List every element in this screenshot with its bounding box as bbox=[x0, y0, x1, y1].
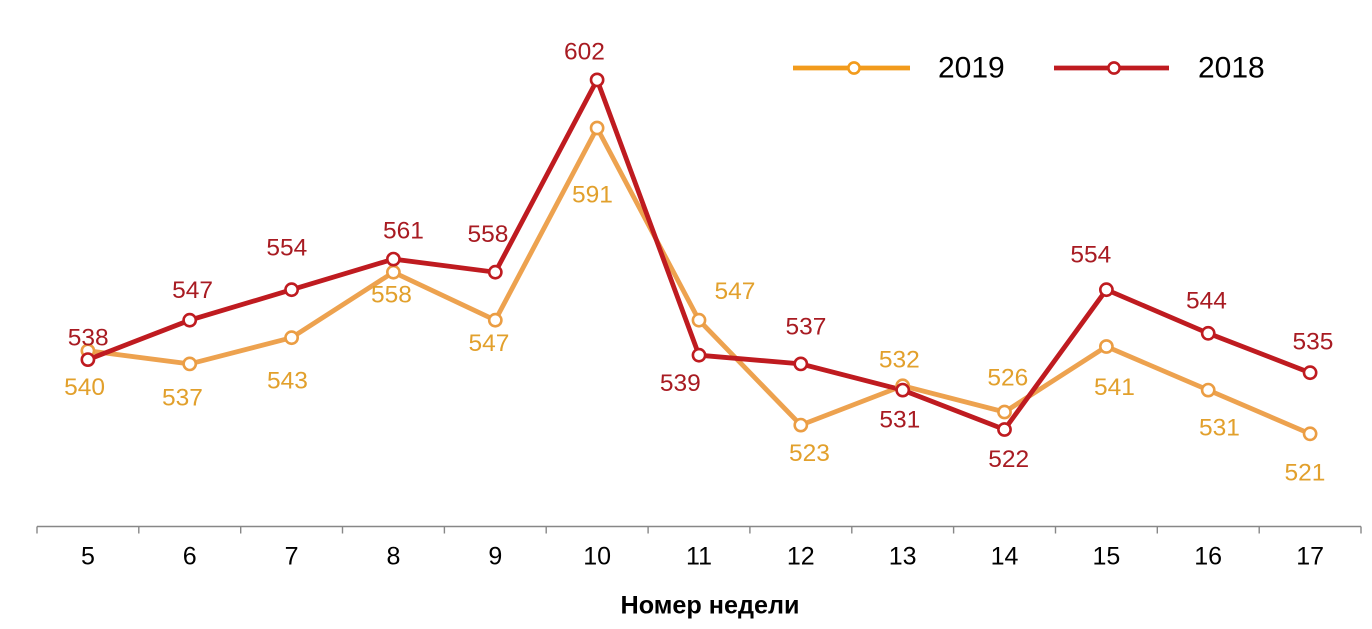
svg-text:14: 14 bbox=[991, 543, 1019, 571]
svg-text:602: 602 bbox=[564, 39, 605, 66]
svg-text:5: 5 bbox=[81, 543, 95, 571]
svg-text:547: 547 bbox=[469, 330, 510, 357]
svg-text:2019: 2019 bbox=[938, 52, 1005, 85]
svg-text:2018: 2018 bbox=[1198, 52, 1265, 85]
svg-text:521: 521 bbox=[1285, 459, 1326, 486]
svg-text:539: 539 bbox=[660, 370, 701, 397]
svg-text:535: 535 bbox=[1293, 328, 1334, 355]
svg-text:554: 554 bbox=[1070, 242, 1111, 269]
svg-text:537: 537 bbox=[162, 384, 203, 411]
svg-text:526: 526 bbox=[987, 364, 1028, 391]
svg-text:15: 15 bbox=[1092, 543, 1120, 571]
svg-text:544: 544 bbox=[1186, 287, 1227, 314]
svg-text:540: 540 bbox=[64, 374, 105, 401]
svg-text:10: 10 bbox=[583, 543, 611, 571]
svg-text:8: 8 bbox=[386, 543, 400, 571]
svg-text:541: 541 bbox=[1094, 374, 1135, 401]
svg-text:554: 554 bbox=[266, 235, 307, 262]
svg-text:561: 561 bbox=[383, 217, 424, 244]
svg-text:11: 11 bbox=[686, 543, 712, 571]
svg-text:12: 12 bbox=[787, 543, 815, 571]
svg-text:7: 7 bbox=[285, 543, 299, 571]
svg-text:9: 9 bbox=[488, 543, 502, 571]
svg-text:522: 522 bbox=[988, 446, 1029, 473]
svg-text:16: 16 bbox=[1194, 543, 1222, 571]
svg-text:558: 558 bbox=[371, 281, 412, 308]
svg-text:547: 547 bbox=[172, 277, 213, 304]
svg-text:Номер недели: Номер недели bbox=[621, 592, 800, 620]
svg-text:537: 537 bbox=[786, 313, 827, 340]
svg-text:17: 17 bbox=[1296, 543, 1324, 571]
svg-text:591: 591 bbox=[572, 181, 613, 208]
svg-text:531: 531 bbox=[879, 406, 920, 433]
svg-text:558: 558 bbox=[468, 221, 509, 248]
svg-text:6: 6 bbox=[183, 543, 197, 571]
svg-text:543: 543 bbox=[267, 368, 308, 395]
svg-text:532: 532 bbox=[879, 347, 920, 374]
svg-text:523: 523 bbox=[789, 440, 830, 467]
svg-text:538: 538 bbox=[68, 325, 109, 352]
svg-text:13: 13 bbox=[889, 543, 917, 571]
svg-text:531: 531 bbox=[1199, 414, 1240, 441]
svg-text:547: 547 bbox=[715, 278, 756, 305]
